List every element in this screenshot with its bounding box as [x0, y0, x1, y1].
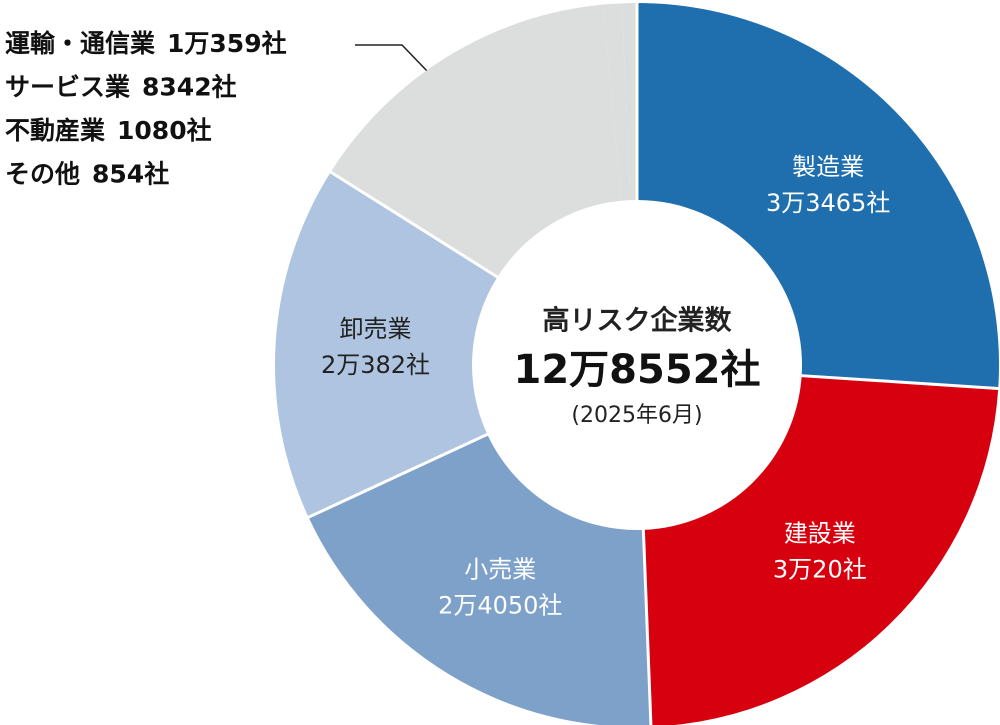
slice: [308, 434, 651, 725]
slice: [330, 47, 558, 278]
center-note: (2025年6月): [571, 403, 702, 428]
value-label: 854社: [92, 160, 169, 189]
list-label: その他: [5, 160, 80, 189]
slice-label: 小売業: [464, 555, 536, 583]
slice-label: 製造業: [792, 153, 864, 181]
value-label: 2万4050社: [438, 591, 562, 619]
slice: [637, 3, 999, 389]
value-label: 8342社: [142, 73, 237, 102]
slice: [275, 172, 498, 518]
value-label: 1万359社: [167, 29, 287, 58]
value-label: 3万20社: [773, 556, 867, 584]
slice-separator: [641, 527, 653, 725]
slice-label: 卸売業: [340, 315, 412, 343]
slice-separator: [306, 432, 490, 520]
list-label: 不動産業: [5, 116, 105, 145]
value-label: 2万382社: [321, 351, 430, 379]
value-label: 1080社: [117, 116, 212, 145]
center-title: 高リスク企業数: [543, 305, 733, 337]
slice: [602, 3, 631, 201]
center-value: 12万8552社: [514, 347, 761, 393]
slice: [621, 3, 637, 201]
value-label: 3万3465社: [766, 189, 890, 217]
list-label: 運輸・通信業: [5, 29, 155, 58]
slice-separator: [799, 374, 1000, 391]
slice-label: 建設業: [784, 520, 856, 548]
list-label: サービス業: [5, 73, 130, 102]
slice: [462, 4, 622, 221]
slice: [643, 375, 999, 725]
slice-separator: [328, 169, 500, 280]
